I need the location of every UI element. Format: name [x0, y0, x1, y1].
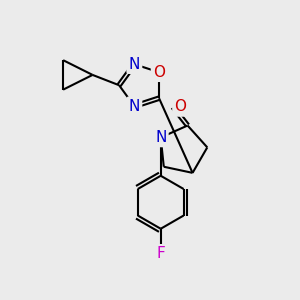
Text: N: N [155, 130, 166, 145]
Text: O: O [153, 65, 165, 80]
Text: F: F [156, 246, 165, 261]
Text: N: N [129, 99, 140, 114]
Text: N: N [129, 57, 140, 72]
Text: O: O [175, 100, 187, 115]
